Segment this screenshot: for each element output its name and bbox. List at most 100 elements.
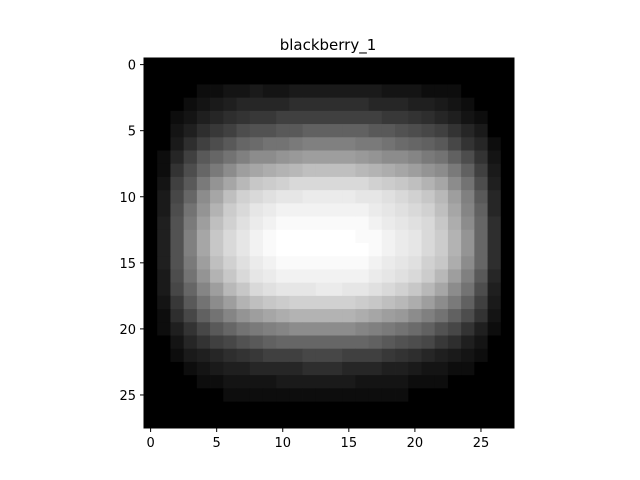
heatmap-cell xyxy=(262,84,277,99)
heatmap-cell xyxy=(395,71,409,85)
heatmap-cell xyxy=(355,137,370,151)
heatmap-cell xyxy=(144,150,158,165)
heatmap-cell xyxy=(210,110,224,125)
heatmap-cell xyxy=(262,375,277,389)
heatmap-cell xyxy=(289,295,303,310)
heatmap-cell xyxy=(381,243,396,257)
heatmap-cell xyxy=(500,124,515,138)
heatmap-cell xyxy=(157,203,171,217)
heatmap-cell xyxy=(434,58,449,72)
heatmap-cell xyxy=(302,401,317,416)
heatmap-cell xyxy=(500,84,515,99)
heatmap-cell xyxy=(170,163,185,178)
heatmap-cell xyxy=(315,282,330,297)
heatmap-cell xyxy=(210,71,224,85)
heatmap-cell xyxy=(170,58,185,72)
heatmap-cell xyxy=(342,335,356,350)
heatmap-cell xyxy=(487,348,502,363)
heatmap-cell xyxy=(500,295,515,310)
heatmap-cell xyxy=(315,348,330,363)
heatmap-cell xyxy=(236,150,251,165)
heatmap-cell xyxy=(474,375,488,389)
heatmap-cell xyxy=(289,388,303,402)
heatmap-cell xyxy=(434,256,449,270)
heatmap-cell xyxy=(355,256,370,270)
heatmap-cell xyxy=(368,71,383,85)
heatmap-cell xyxy=(500,361,515,376)
heatmap-cell xyxy=(421,190,436,204)
heatmap-cell xyxy=(381,137,396,151)
heatmap-cell xyxy=(461,229,475,244)
heatmap-cell xyxy=(196,269,211,284)
heatmap-cell xyxy=(144,361,158,376)
heatmap-cell xyxy=(315,309,330,323)
heatmap-cell xyxy=(329,84,343,99)
heatmap-cell xyxy=(276,269,290,284)
heatmap-cell xyxy=(170,243,185,257)
heatmap-cell xyxy=(289,163,303,178)
heatmap-cell xyxy=(395,124,409,138)
heatmap-cell xyxy=(144,163,158,178)
heatmap-cell xyxy=(487,58,502,72)
heatmap-cell xyxy=(395,361,409,376)
heatmap-cell xyxy=(421,163,436,178)
heatmap-cell xyxy=(434,282,449,297)
heatmap-cell xyxy=(434,361,449,376)
heatmap-cell xyxy=(210,229,224,244)
heatmap-cell xyxy=(381,348,396,363)
heatmap-cell xyxy=(461,322,475,336)
heatmap-cell xyxy=(381,309,396,323)
heatmap-cell xyxy=(170,401,185,416)
heatmap-cell xyxy=(500,335,515,350)
heatmap-cell xyxy=(210,84,224,99)
heatmap-cell xyxy=(210,216,224,231)
heatmap-cell xyxy=(196,401,211,416)
heatmap-cell xyxy=(355,335,370,350)
heatmap-cell xyxy=(408,269,422,284)
heatmap-cell xyxy=(157,309,171,323)
heatmap-cell xyxy=(447,414,462,429)
heatmap-cell xyxy=(236,110,251,125)
heatmap-cell xyxy=(474,388,488,402)
heatmap-cell xyxy=(487,256,502,270)
heatmap-cell xyxy=(315,163,330,178)
heatmap-cell xyxy=(302,361,317,376)
heatmap-cell xyxy=(210,150,224,165)
heatmap-cell xyxy=(210,176,224,191)
heatmap-cell xyxy=(170,216,185,231)
heatmap-cell xyxy=(170,176,185,191)
heatmap-cell xyxy=(461,414,475,429)
heatmap-cell xyxy=(302,348,317,363)
heatmap-cell xyxy=(249,58,264,72)
heatmap-cell xyxy=(487,309,502,323)
heatmap-cell xyxy=(183,84,198,99)
heatmap-cell xyxy=(500,176,515,191)
heatmap-cell xyxy=(276,137,290,151)
heatmap-cell xyxy=(144,124,158,138)
heatmap-cell xyxy=(395,322,409,336)
heatmap-cell xyxy=(368,150,383,165)
heatmap-cell xyxy=(276,414,290,429)
heatmap-cell xyxy=(157,190,171,204)
heatmap-cell xyxy=(262,216,277,231)
heatmap-cell xyxy=(157,163,171,178)
heatmap-cell xyxy=(381,401,396,416)
heatmap-cell xyxy=(289,256,303,270)
heatmap-cell xyxy=(381,414,396,429)
heatmap-cell xyxy=(289,348,303,363)
heatmap-cell xyxy=(434,269,449,284)
heatmap-cell xyxy=(368,176,383,191)
heatmap-cell xyxy=(170,97,185,112)
heatmap-cell xyxy=(302,216,317,231)
heatmap-cell xyxy=(342,124,356,138)
heatmap-cell xyxy=(461,309,475,323)
heatmap-cell xyxy=(302,163,317,178)
heatmap-cell xyxy=(236,322,251,336)
heatmap-cell xyxy=(368,401,383,416)
heatmap-cell xyxy=(500,401,515,416)
heatmap-cell xyxy=(144,414,158,429)
heatmap-cell xyxy=(276,190,290,204)
heatmap-cell xyxy=(487,335,502,350)
heatmap-cell xyxy=(474,348,488,363)
